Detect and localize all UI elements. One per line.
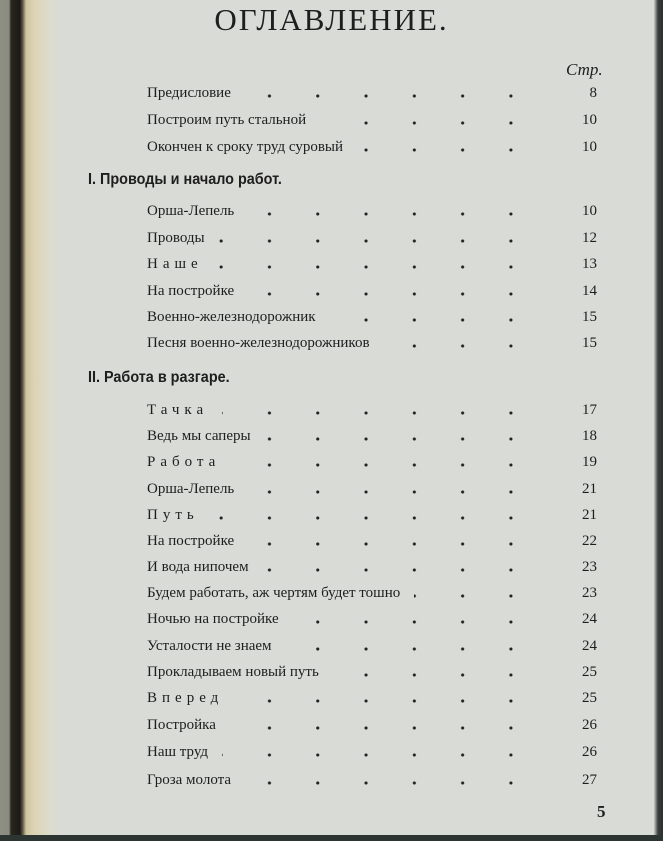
section-heading: II. Работа в разгаре. [88, 369, 230, 386]
entry-page: 26 [582, 744, 597, 760]
entry-page: 8 [589, 85, 598, 101]
entry-title: Построим путь стальной [147, 112, 321, 128]
toc-entry: Путь 21 [147, 504, 607, 526]
toc-entry: Песня военно-железнодорожников 15 [147, 332, 607, 354]
entry-page: 22 [582, 533, 597, 549]
toc-entry: Орша-Лепель 21 [147, 478, 607, 500]
entry-title: Орша-Лепель [147, 203, 249, 219]
entry-page: 13 [582, 256, 597, 272]
entry-title: Наше [147, 256, 217, 272]
book-binding-edge [0, 0, 60, 841]
page-bottom-edge [0, 835, 663, 841]
page-column-label: Стр. [566, 60, 603, 79]
entry-title: Работа [147, 454, 235, 470]
dot-leader [147, 280, 557, 302]
entry-page: 17 [582, 402, 597, 418]
entry-title: Усталости не знаем [147, 638, 286, 654]
page-title: ОГЛАВЛЕНИЕ. [214, 2, 449, 37]
entry-title: На постройке [147, 533, 249, 549]
toc-entry: Тачка 17 [147, 399, 607, 421]
toc-entry: Усталости не знаем 24 [147, 635, 607, 657]
entry-page: 25 [582, 690, 597, 706]
toc-entry: На постройке 22 [147, 530, 607, 552]
entry-page: 12 [582, 230, 597, 246]
dot-leader [147, 253, 557, 275]
entry-title: Ведь мы саперы [147, 428, 265, 444]
toc-entry: Будем работать, аж чертям будет тошно 23 [147, 582, 607, 604]
entry-page: 18 [582, 428, 597, 444]
entry-page: 24 [582, 638, 597, 654]
entry-title: Прокладываем новый путь [147, 664, 333, 680]
dot-leader [147, 769, 557, 791]
toc-entry: Прокладываем новый путь 25 [147, 661, 607, 683]
toc-entry: Наше 13 [147, 253, 607, 275]
section-heading: I. Проводы и начало работ. [88, 171, 282, 188]
dot-leader [147, 227, 557, 249]
entry-title: Будем работать, аж чертям будет тошно [147, 585, 415, 601]
toc-entry: Ночью на постройке 24 [147, 608, 607, 630]
entry-page: 25 [582, 664, 597, 680]
toc-entry: Проводы 12 [147, 227, 607, 249]
toc-entry: Орша-Лепель 10 [147, 200, 607, 222]
entry-page: 10 [582, 203, 597, 219]
entry-page: 24 [582, 611, 597, 627]
toc-entry: Военно-железнодорожник 15 [147, 306, 607, 328]
entry-page: 27 [582, 772, 597, 788]
entry-page: 15 [582, 309, 597, 325]
toc-entry: Работа 19 [147, 451, 607, 473]
dot-leader [147, 200, 557, 222]
dot-leader [147, 399, 557, 421]
entry-page: 15 [582, 335, 597, 351]
dot-leader [147, 504, 557, 526]
entry-title: Путь [147, 507, 213, 523]
toc-entry: Построим путь стальной 10 [147, 109, 607, 131]
entry-page: 10 [582, 139, 597, 155]
page-right-edge [654, 0, 663, 841]
entry-page: 21 [582, 481, 597, 497]
entry-page: 26 [582, 717, 597, 733]
dot-leader [147, 82, 557, 104]
entry-title: Песня военно-железнодорожников [147, 335, 384, 351]
entry-title: Проводы [147, 230, 219, 246]
toc-entry: Окончен к сроку труд суровый 10 [147, 136, 607, 158]
dot-leader [147, 741, 557, 763]
dot-leader [147, 687, 557, 709]
entry-title: Тачка [147, 402, 223, 418]
toc-entry: На постройке 14 [147, 280, 607, 302]
entry-title: Наш труд [147, 744, 223, 760]
entry-page: 23 [582, 559, 597, 575]
entry-title: Гроза молота [147, 772, 246, 788]
page-number: 5 [597, 802, 606, 821]
entry-title: Предисловие [147, 85, 245, 101]
entry-title: Постройка [147, 717, 230, 733]
entry-title: Вперед [147, 690, 238, 706]
entry-page: 14 [582, 283, 597, 299]
entry-page: 10 [582, 112, 597, 128]
toc-entry: Гроза молота 27 [147, 769, 607, 791]
dot-leader [147, 451, 557, 473]
dot-leader [147, 478, 557, 500]
dot-leader [147, 530, 557, 552]
dot-leader [147, 714, 557, 736]
entry-title: Ночью на постройке [147, 611, 293, 627]
toc-entry: Предисловие 8 [147, 82, 607, 104]
entry-title: И вода нипочем [147, 559, 263, 575]
entry-title: Окончен к сроку труд суровый [147, 139, 358, 155]
entry-title: Военно-железнодорожник [147, 309, 330, 325]
entry-page: 21 [582, 507, 597, 523]
entry-page: 19 [582, 454, 597, 470]
entry-title: Орша-Лепель [147, 481, 249, 497]
toc-entry: Наш труд 26 [147, 741, 607, 763]
toc-entry: И вода нипочем 23 [147, 556, 607, 578]
entry-page: 23 [582, 585, 597, 601]
toc-entry: Вперед 25 [147, 687, 607, 709]
entry-title: На постройке [147, 283, 249, 299]
toc-entry: Постройка 26 [147, 714, 607, 736]
toc-entry: Ведь мы саперы 18 [147, 425, 607, 447]
